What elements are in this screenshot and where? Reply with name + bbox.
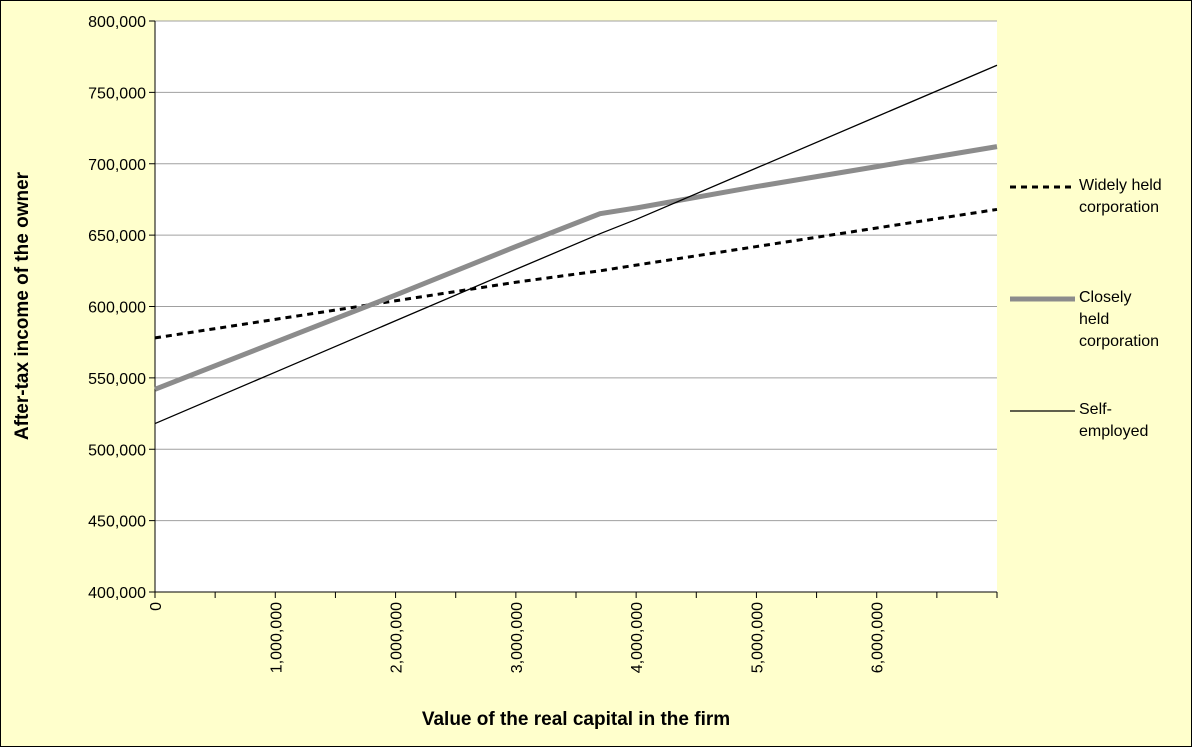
x-tick-label: 6,000,000 (870, 602, 887, 673)
legend-entry: Closely held corporation (1079, 289, 1160, 350)
y-tick-label: 550,000 (88, 371, 146, 388)
legend-label: Widely held corporation (1079, 177, 1162, 216)
series-line (154, 64, 998, 425)
x-tick-label: 3,000,000 (509, 602, 526, 673)
legend-label: Closely held corporation (1079, 289, 1160, 350)
y-tick-label: 800,000 (88, 14, 146, 31)
y-tick-label: 400,000 (88, 585, 146, 602)
legend-label: Self-employed (1079, 401, 1149, 440)
x-tick-label: 1,000,000 (268, 602, 285, 673)
y-tick-label: 600,000 (88, 300, 146, 317)
legend-entry: Self-employed (1079, 401, 1149, 440)
x-axis-title: Value of the real capital in the firm (422, 709, 730, 730)
x-tick-label: 0 (148, 602, 165, 611)
y-tick-label: 750,000 (88, 85, 146, 102)
y-tick-label: 450,000 (88, 514, 146, 531)
y-tick-label: 650,000 (88, 228, 146, 245)
x-tick-label: 5,000,000 (749, 602, 766, 673)
legend-entry: Widely held corporation (1079, 177, 1162, 216)
y-axis-title: After-tax income of the owner (12, 171, 33, 440)
series-line (154, 144, 998, 392)
x-tick-label: 4,000,000 (629, 602, 646, 673)
x-tick-label: 2,000,000 (389, 602, 406, 673)
y-tick-label: 700,000 (88, 157, 146, 174)
y-tick-label: 500,000 (88, 442, 146, 459)
